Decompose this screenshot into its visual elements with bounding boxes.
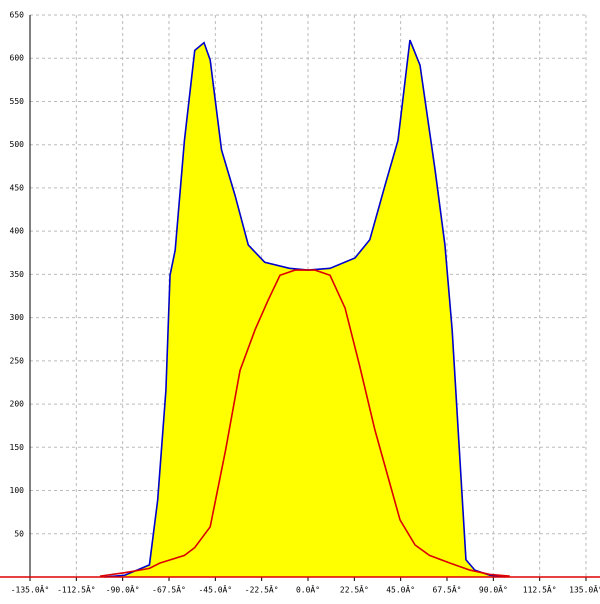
x-tick-label: 135.0Â°: [569, 584, 600, 595]
y-tick-label: 600: [10, 54, 25, 63]
x-tick-label: 22.5Â°: [340, 584, 369, 595]
area: [104, 40, 505, 577]
y-tick-label: 550: [10, 97, 25, 106]
x-tick-label: 0.0Â°: [296, 584, 320, 595]
line: [99, 269, 510, 577]
x-tick-label: -90.0Â°: [106, 584, 140, 595]
y-tick-label: 150: [10, 443, 25, 452]
y-tick-label: 400: [10, 227, 25, 236]
y-tick-label: 450: [10, 183, 25, 192]
y-tick-label: 200: [10, 400, 25, 409]
y-tick-label: 500: [10, 140, 25, 149]
x-tick-label: -45.0Â°: [198, 584, 232, 595]
y-tick-label: 350: [10, 270, 25, 279]
line: [104, 39, 505, 578]
y-tick-label: 250: [10, 356, 25, 365]
y-tick-label: 300: [10, 313, 25, 322]
x-tick-label: -135.0Â°: [11, 584, 50, 595]
y-tick-label: 650: [10, 11, 25, 20]
x-tick-label: -112.5Â°: [57, 584, 96, 595]
x-tick-label: -22.5Â°: [245, 584, 279, 595]
x-tick-label: 112.5Â°: [523, 584, 557, 595]
x-tick-label: -67.5Â°: [152, 584, 186, 595]
x-tick-label: 45.0Â°: [386, 584, 415, 595]
y-tick-label: 50: [14, 529, 24, 538]
x-tick-label: 67.5Â°: [433, 584, 462, 595]
x-tick-label: 90.0Â°: [479, 584, 508, 595]
y-tick-label: 100: [10, 486, 25, 495]
